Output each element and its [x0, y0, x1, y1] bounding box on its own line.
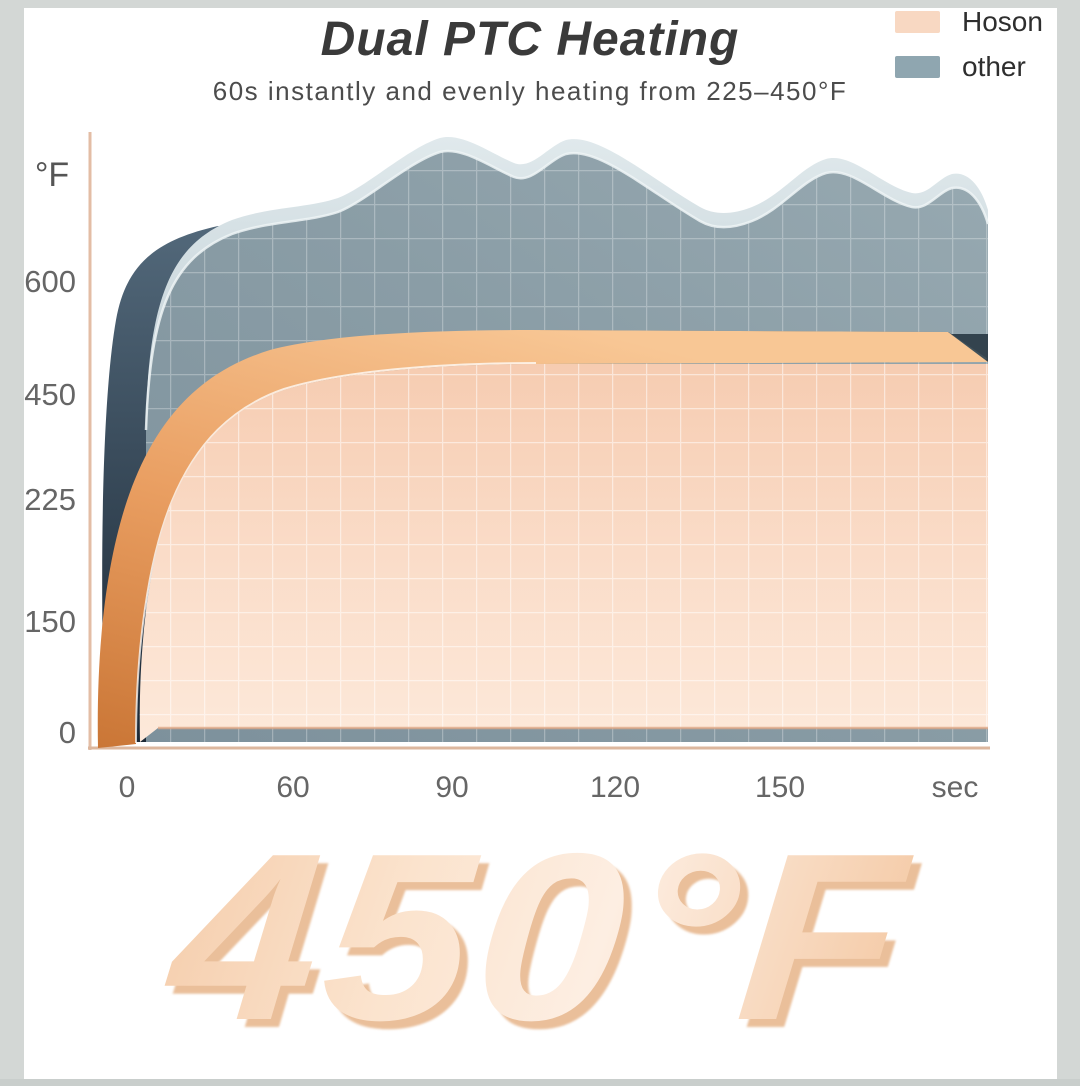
hoson-color-swatch [895, 11, 940, 33]
chart-legend: Hoson other [895, 6, 1043, 96]
axis-lines [88, 132, 990, 750]
y-axis-unit: °F [34, 156, 70, 194]
legend-item-other: other [895, 51, 1043, 83]
y-tick-450: 450 [24, 377, 76, 412]
x-tick-120: 120 [589, 771, 641, 804]
frame-border-bottom [0, 1079, 1080, 1086]
page-subtitle: 60s instantly and evenly heating from 22… [212, 76, 848, 106]
frame-border-right [1057, 0, 1080, 1086]
legend-item-hoson: Hoson [895, 6, 1043, 38]
x-axis-unit: sec [931, 771, 979, 804]
y-tick-225: 225 [24, 482, 76, 517]
junction-shadow [946, 334, 988, 362]
y-tick-0: 0 [58, 715, 76, 750]
y-tick-150: 150 [24, 604, 76, 639]
other-area-top-highlight [144, 149, 990, 431]
legend-label-hoson: Hoson [962, 6, 1043, 37]
x-tick-60: 60 [276, 771, 310, 804]
big-temperature-value: 450°F 450°F [0, 805, 1080, 1078]
page-title: Dual PTC Heating [320, 13, 740, 66]
x-tick-90: 90 [435, 771, 469, 804]
big-temperature-text: 450°F [0, 805, 1080, 1070]
hoson-series-area [97, 330, 989, 748]
x-tick-0: 0 [118, 771, 136, 804]
x-tick-150: 150 [754, 771, 806, 804]
frame-border-top [0, 0, 1080, 8]
y-tick-600: 600 [24, 264, 76, 299]
legend-label-other: other [962, 51, 1026, 82]
other-color-swatch [895, 56, 940, 78]
frame-border-left [0, 0, 24, 1086]
